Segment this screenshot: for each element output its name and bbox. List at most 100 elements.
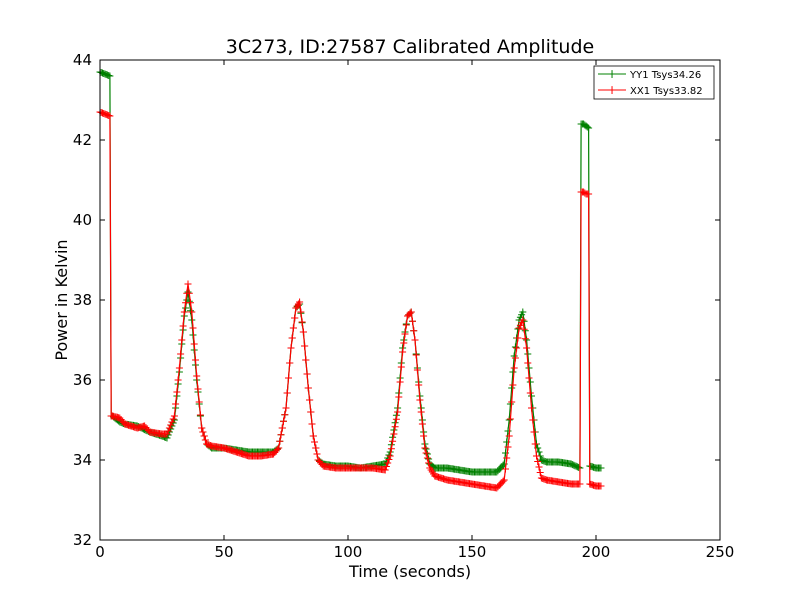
data-point-marker bbox=[277, 431, 285, 439]
data-point-marker bbox=[164, 427, 172, 435]
y-tick-label: 42 bbox=[73, 131, 92, 149]
data-point-marker bbox=[163, 430, 171, 438]
data-point-marker bbox=[312, 444, 320, 452]
data-point-marker bbox=[311, 438, 318, 446]
data-point-marker bbox=[289, 324, 297, 332]
data-point-marker bbox=[503, 454, 511, 462]
x-tick-label: 250 bbox=[706, 543, 735, 561]
data-point-marker bbox=[389, 437, 397, 445]
legend-box bbox=[593, 65, 715, 100]
data-point-marker bbox=[425, 459, 433, 467]
data-point-marker bbox=[288, 334, 296, 342]
series-markers-xx1 bbox=[96, 108, 605, 492]
data-point-marker bbox=[385, 456, 393, 463]
data-point-marker bbox=[180, 308, 188, 316]
data-point-marker bbox=[502, 465, 509, 473]
data-point-marker bbox=[201, 436, 209, 444]
legend-label-xx1: XX1 Tsys33.82 bbox=[630, 86, 703, 97]
data-point-marker bbox=[390, 430, 398, 438]
x-tick-label: 50 bbox=[214, 543, 233, 561]
legend-marker-yy1: + bbox=[607, 67, 617, 81]
data-point-marker bbox=[585, 190, 593, 198]
data-point-marker bbox=[304, 384, 312, 392]
data-point-marker bbox=[106, 112, 114, 120]
data-point-marker bbox=[296, 298, 304, 306]
y-tick-label: 40 bbox=[73, 211, 92, 229]
data-point-marker bbox=[194, 385, 202, 393]
data-point-marker bbox=[170, 412, 178, 420]
data-point-marker bbox=[400, 339, 408, 347]
data-point-marker bbox=[392, 415, 400, 423]
data-point-marker bbox=[508, 398, 516, 406]
data-point-marker bbox=[508, 384, 516, 392]
data-point-marker bbox=[576, 480, 584, 488]
data-point-marker bbox=[418, 420, 426, 428]
data-point-marker bbox=[301, 342, 309, 350]
data-point-marker bbox=[198, 424, 206, 432]
data-point-marker bbox=[188, 308, 196, 316]
data-point-marker bbox=[519, 316, 527, 324]
data-point-marker bbox=[511, 354, 519, 362]
data-point-marker bbox=[536, 469, 544, 476]
data-point-marker bbox=[196, 411, 204, 419]
data-point-marker bbox=[399, 348, 407, 356]
data-point-marker bbox=[533, 452, 540, 460]
data-point-marker bbox=[193, 372, 201, 380]
data-point-marker bbox=[169, 415, 177, 423]
data-point-marker bbox=[306, 396, 314, 404]
data-point-marker bbox=[423, 454, 431, 462]
data-point-marker bbox=[531, 440, 539, 448]
data-point-marker bbox=[509, 368, 517, 376]
data-point-marker bbox=[415, 381, 423, 389]
data-point-marker bbox=[530, 428, 538, 436]
data-point-marker bbox=[281, 411, 289, 419]
data-point-marker bbox=[523, 344, 531, 352]
y-tick-label: 44 bbox=[73, 51, 92, 69]
data-point-marker bbox=[189, 324, 197, 332]
data-point-marker bbox=[523, 336, 531, 344]
data-point-marker bbox=[401, 330, 409, 338]
data-point-marker bbox=[396, 378, 404, 386]
data-point-marker bbox=[391, 423, 399, 431]
data-point-marker bbox=[402, 321, 410, 329]
data-point-marker bbox=[280, 417, 287, 425]
data-point-marker bbox=[384, 459, 392, 467]
x-tick-label: 150 bbox=[458, 543, 487, 561]
data-point-marker bbox=[297, 308, 305, 316]
y-tick-label: 38 bbox=[73, 291, 92, 309]
data-point-marker bbox=[505, 432, 513, 440]
data-point-marker bbox=[397, 363, 405, 371]
data-point-marker bbox=[184, 280, 192, 288]
data-point-marker bbox=[535, 463, 543, 471]
data-point-marker bbox=[173, 388, 181, 396]
data-point-marker bbox=[165, 424, 173, 432]
x-tick-label: 0 bbox=[95, 543, 105, 561]
data-point-marker bbox=[286, 359, 294, 367]
data-point-marker bbox=[282, 404, 290, 412]
data-point-marker bbox=[499, 477, 507, 485]
data-point-marker bbox=[179, 322, 187, 330]
data-point-marker bbox=[420, 432, 428, 440]
data-point-marker bbox=[504, 427, 512, 435]
data-point-marker bbox=[273, 446, 281, 453]
data-point-marker bbox=[307, 408, 315, 416]
data-point-marker bbox=[421, 444, 429, 452]
data-point-marker bbox=[410, 327, 418, 335]
data-point-marker bbox=[416, 396, 424, 404]
y-tick-label: 34 bbox=[73, 451, 92, 469]
data-point-marker bbox=[500, 476, 508, 484]
data-point-marker bbox=[175, 364, 183, 372]
legend-label-yy1: YY1 Tsys34.26 bbox=[629, 70, 701, 81]
data-point-marker bbox=[529, 416, 537, 424]
data-point-marker bbox=[192, 356, 199, 364]
x-tick-label: 100 bbox=[334, 543, 363, 561]
data-point-marker bbox=[525, 374, 533, 382]
data-point-marker bbox=[287, 344, 295, 352]
data-point-marker bbox=[381, 466, 389, 474]
data-point-marker bbox=[291, 314, 299, 322]
data-point-marker bbox=[514, 334, 522, 342]
plot-frame bbox=[99, 59, 721, 541]
plot-area bbox=[100, 60, 720, 540]
y-tick-label: 36 bbox=[73, 371, 92, 389]
data-point-marker bbox=[528, 404, 535, 412]
